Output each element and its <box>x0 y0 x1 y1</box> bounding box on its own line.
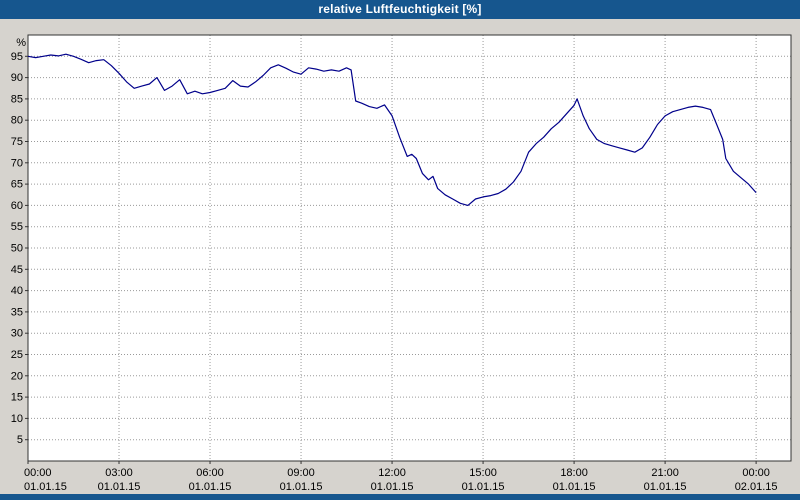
y-tick-label: 65 <box>11 179 23 191</box>
y-tick-label: 40 <box>11 285 23 297</box>
y-tick-label: 30 <box>11 328 23 340</box>
x-tick-date-label: 02.01.15 <box>735 481 778 493</box>
y-axis-unit-label: % <box>16 37 26 49</box>
x-tick-time-label: 12:00 <box>378 467 406 479</box>
y-tick-label: 80 <box>11 115 23 127</box>
y-tick-label: 35 <box>11 306 23 318</box>
x-tick-date-label: 01.01.15 <box>371 481 414 493</box>
y-tick-label: 10 <box>11 413 23 425</box>
x-tick-time-label: 03:00 <box>105 467 133 479</box>
window-titlebar: relative Luftfeuchtigkeit [%] <box>0 0 800 19</box>
plot-border <box>27 34 792 462</box>
x-tick-date-label: 01.01.15 <box>98 481 141 493</box>
y-tick-label: 75 <box>11 136 23 148</box>
y-tick-label: 95 <box>11 51 23 63</box>
x-tick-time-label: 09:00 <box>287 467 315 479</box>
y-tick-label: 25 <box>11 349 23 361</box>
y-tick-label: 70 <box>11 157 23 169</box>
y-tick-label: 5 <box>17 434 23 446</box>
y-tick-label: 15 <box>11 392 23 404</box>
x-tick-date-label: 01.01.15 <box>462 481 505 493</box>
x-tick-time-label: 21:00 <box>651 467 679 479</box>
y-tick-label: 55 <box>11 221 23 233</box>
window-bottom-edge <box>0 494 800 500</box>
x-tick-time-label: 06:00 <box>196 467 224 479</box>
x-tick-date-label: 01.01.15 <box>189 481 232 493</box>
x-tick-time-label: 15:00 <box>469 467 497 479</box>
x-tick-date-label: 01.01.15 <box>644 481 687 493</box>
y-tick-label: 90 <box>11 72 23 84</box>
x-tick-time-label: 00:00 <box>24 467 52 479</box>
x-tick-date-label: 01.01.15 <box>553 481 596 493</box>
y-tick-label: 20 <box>11 370 23 382</box>
y-tick-label: 45 <box>11 264 23 276</box>
x-tick-date-label: 01.01.15 <box>280 481 323 493</box>
window-title: relative Luftfeuchtigkeit [%] <box>318 2 482 16</box>
x-tick-time-label: 18:00 <box>560 467 588 479</box>
humidity-series-line <box>27 53 757 206</box>
x-tick-date-label: 01.01.15 <box>24 481 67 493</box>
y-tick-label: 60 <box>11 200 23 212</box>
y-tick-label: 85 <box>11 93 23 105</box>
y-tick-label: 50 <box>11 243 23 255</box>
x-tick-time-label: 00:00 <box>742 467 770 479</box>
